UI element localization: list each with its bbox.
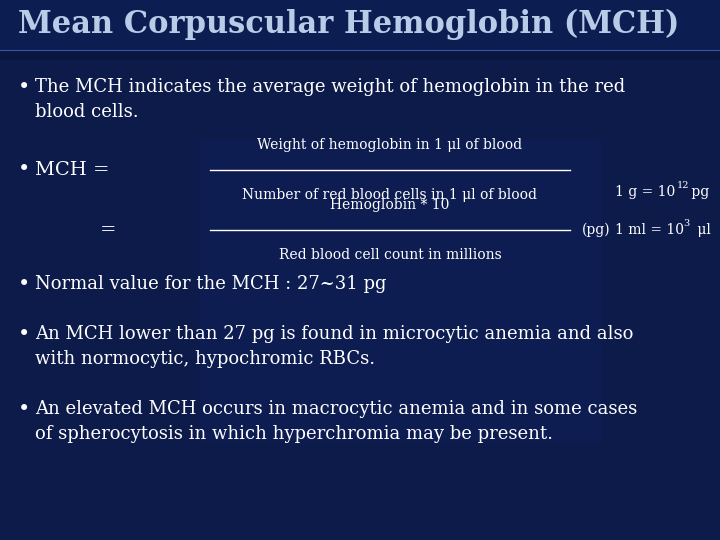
Text: 1 ml = 10: 1 ml = 10 <box>615 223 684 237</box>
Text: An elevated MCH occurs in macrocytic anemia and in some cases
of spherocytosis i: An elevated MCH occurs in macrocytic ane… <box>35 400 637 443</box>
Text: 12: 12 <box>677 181 690 191</box>
Text: Weight of hemoglobin in 1 μl of blood: Weight of hemoglobin in 1 μl of blood <box>258 138 523 152</box>
Text: pg: pg <box>687 185 709 199</box>
Text: MCH =: MCH = <box>35 161 109 179</box>
Bar <box>0 0 720 60</box>
Text: Mean Corpuscular Hemoglobin (MCH): Mean Corpuscular Hemoglobin (MCH) <box>18 9 680 39</box>
Bar <box>0 60 720 540</box>
Text: 3: 3 <box>683 219 689 228</box>
Text: The MCH indicates the average weight of hemoglobin in the red
blood cells.: The MCH indicates the average weight of … <box>35 78 625 121</box>
Text: 1 g = 10: 1 g = 10 <box>615 185 675 199</box>
Text: •: • <box>18 400 30 419</box>
Text: Red blood cell count in millions: Red blood cell count in millions <box>279 248 501 262</box>
Bar <box>0 0 720 50</box>
Text: Hemoglobin * 10: Hemoglobin * 10 <box>330 198 450 212</box>
Text: An MCH lower than 27 pg is found in microcytic anemia and also
with normocytic, : An MCH lower than 27 pg is found in micr… <box>35 325 634 368</box>
Text: μl: μl <box>693 223 711 237</box>
Text: •: • <box>18 160 30 179</box>
Text: Normal value for the MCH : 27~31 pg: Normal value for the MCH : 27~31 pg <box>35 275 387 293</box>
Text: •: • <box>18 78 30 97</box>
Text: =: = <box>100 221 117 239</box>
Text: (pg): (pg) <box>582 223 611 237</box>
Bar <box>200 140 600 440</box>
Text: •: • <box>18 325 30 344</box>
Text: Number of red blood cells in 1 μl of blood: Number of red blood cells in 1 μl of blo… <box>243 188 538 202</box>
Text: •: • <box>18 275 30 294</box>
